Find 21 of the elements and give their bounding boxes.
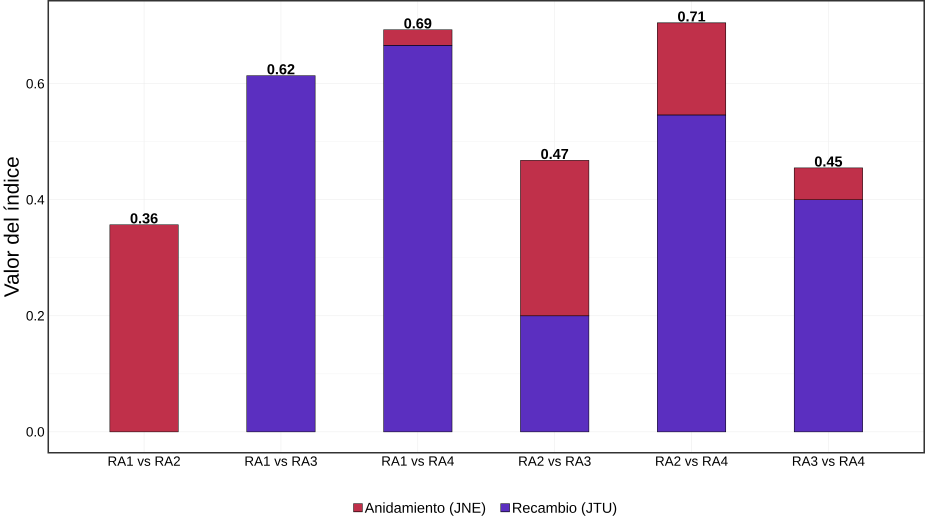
x-tick-label: RA1 vs RA2 <box>108 456 180 466</box>
y-tick-label: 0.4 <box>26 194 44 204</box>
total-label: 0.45 <box>814 156 842 166</box>
x-tick-label: RA3 vs RA4 <box>792 456 865 466</box>
y-axis-title: Valor del índice <box>3 157 19 297</box>
total-label: 0.47 <box>541 148 568 159</box>
total-label: 0.71 <box>678 11 706 22</box>
x-tick-label: RA2 vs RA3 <box>519 456 591 466</box>
x-tick-label: RA1 vs RA3 <box>245 456 317 466</box>
legend-label: Recambio (JTU) <box>513 502 616 516</box>
legend-label: Anidamiento (JNE) <box>364 502 486 516</box>
bar <box>246 75 316 432</box>
total-label: 0.69 <box>404 18 432 28</box>
total-label: 0.62 <box>267 64 294 74</box>
y-tick-label: 0.6 <box>26 78 44 88</box>
total-label: 0.36 <box>130 212 158 224</box>
x-tick-label: RA2 vs RA4 <box>656 456 728 466</box>
bar <box>110 224 179 432</box>
y-tick-label: 0.2 <box>26 310 44 320</box>
x-tick-label: RA1 vs RA4 <box>382 456 454 466</box>
y-tick-label: 0.0 <box>26 426 44 436</box>
